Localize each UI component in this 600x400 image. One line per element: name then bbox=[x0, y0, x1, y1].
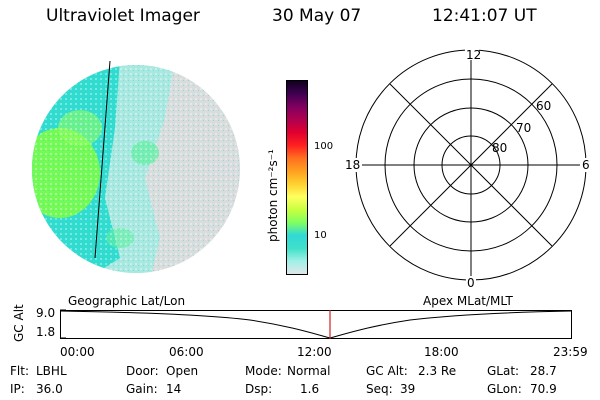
time-label: 12:41:07 UT bbox=[432, 6, 537, 26]
lat-label-70: 70 bbox=[516, 121, 531, 135]
timeline-plot bbox=[60, 309, 572, 339]
mode-value: Normal bbox=[287, 364, 331, 378]
colorbar-tick-100: 100 bbox=[314, 141, 334, 152]
time-tick-1800: 18:00 bbox=[424, 345, 459, 359]
terminator-line bbox=[94, 60, 111, 259]
date-label: 30 May 07 bbox=[272, 6, 362, 26]
timeline-axis-title: GC Alt bbox=[12, 304, 26, 342]
colorbar bbox=[286, 80, 308, 275]
gain-value: 14 bbox=[166, 382, 182, 396]
speckle-texture bbox=[32, 65, 240, 273]
dsp-label: Dsp: bbox=[245, 382, 273, 396]
ip-value: 36.0 bbox=[36, 382, 63, 396]
timeline-ytick-9: 9.0 bbox=[36, 306, 56, 320]
uv-image-panel bbox=[32, 60, 240, 273]
timeline-right-label: Apex MLat/MLT bbox=[423, 294, 513, 308]
glon-value: 70.9 bbox=[530, 382, 557, 396]
time-tick-0600: 06:00 bbox=[169, 345, 204, 359]
filter-label: Flt: bbox=[10, 364, 29, 378]
mlt-label-0: 0 bbox=[467, 276, 475, 288]
time-tick-1200: 12:00 bbox=[297, 345, 332, 359]
meridian-diag-b bbox=[389, 83, 553, 247]
gc-alt-label: GC Alt: bbox=[366, 364, 408, 378]
glat-label: GLat: bbox=[487, 364, 520, 378]
mlt-label-18: 18 bbox=[345, 158, 360, 172]
dsp-value: 1.6 bbox=[300, 382, 320, 396]
lat-label-80: 80 bbox=[492, 141, 507, 155]
time-tick-2359: 23:59 bbox=[553, 345, 588, 359]
door-value: Open bbox=[166, 364, 199, 378]
ip-label: IP: bbox=[10, 382, 25, 396]
glat-value: 28.7 bbox=[530, 364, 557, 378]
colorbar-gradient bbox=[286, 80, 308, 275]
mode-label: Mode: bbox=[245, 364, 282, 378]
glon-label: GLon: bbox=[487, 382, 522, 396]
colorbar-tick-10: 10 bbox=[314, 230, 327, 241]
polar-grid: 12 18 6 0 60 70 80 bbox=[344, 48, 592, 288]
instrument-title: Ultraviolet Imager bbox=[46, 6, 200, 26]
time-tick-0000: 00:00 bbox=[60, 345, 95, 359]
gain-label: Gain: bbox=[126, 382, 158, 396]
seq-label: Seq: bbox=[366, 382, 393, 396]
mlt-label-6: 6 bbox=[582, 158, 590, 172]
filter-value: LBHL bbox=[36, 364, 67, 378]
timeline-left-label: Geographic Lat/Lon bbox=[68, 294, 186, 308]
mlt-label-12: 12 bbox=[466, 48, 481, 62]
gc-alt-value: 2.3 Re bbox=[418, 364, 457, 378]
timeline-ytick-1.8: 1.8 bbox=[36, 325, 56, 339]
seq-value: 39 bbox=[400, 382, 416, 396]
door-label: Door: bbox=[126, 364, 159, 378]
lat-label-60: 60 bbox=[536, 99, 551, 113]
colorbar-unit-label: photon cm⁻²s⁻¹ bbox=[266, 149, 280, 242]
